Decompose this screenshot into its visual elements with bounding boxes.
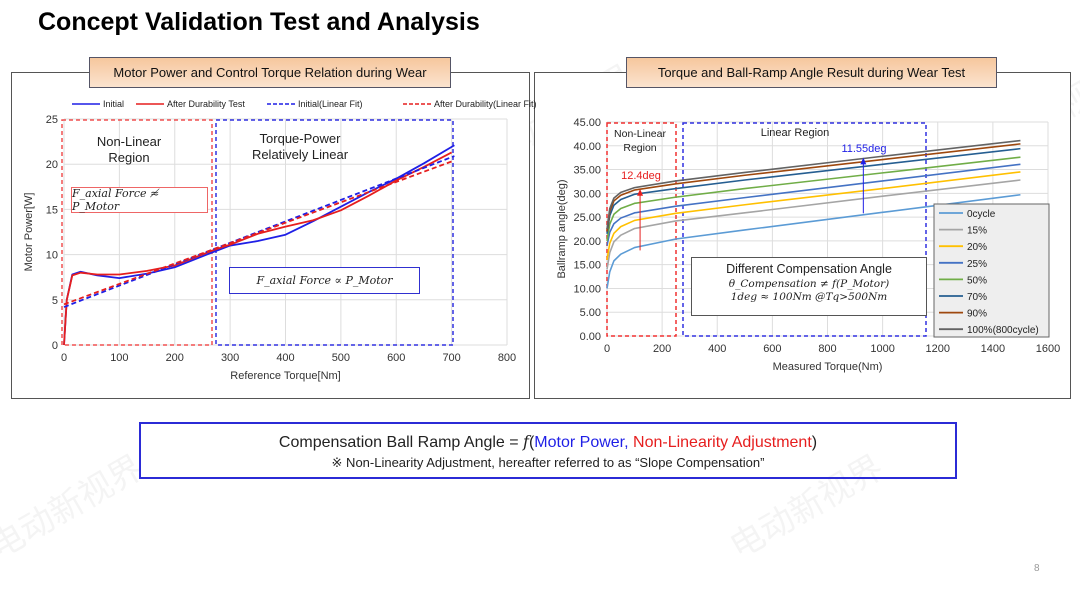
- slide-title: Concept Validation Test and Analysis: [38, 8, 480, 36]
- arrowhead-icon: [860, 157, 867, 165]
- right-series-line: [606, 156, 1021, 242]
- left-y-tick-label: 10: [46, 250, 58, 262]
- right-y-tick-label: 40.00: [573, 141, 601, 153]
- delta-linear-label: 11.55deg: [841, 143, 887, 155]
- right-x-tick-label: 200: [653, 343, 671, 355]
- arrowhead-icon: [637, 189, 644, 196]
- right-legend-label: 15%: [967, 226, 987, 237]
- summary-motor-power: Motor Power,: [534, 434, 629, 451]
- left-x-tick-label: 400: [276, 352, 294, 364]
- right-legend-label: 90%: [967, 309, 987, 320]
- left-x-tick-label: 200: [166, 352, 184, 364]
- compensation-eq1: θ_Compensation ≠ f(P_Motor): [728, 278, 890, 290]
- right-series-line: [606, 171, 1021, 261]
- right-legend-label: 20%: [967, 242, 987, 253]
- right-legend-label: 70%: [967, 292, 987, 303]
- right-legend-label: 100%(800cycle): [967, 325, 1039, 336]
- right-series-line: [606, 147, 1021, 234]
- left-series-line: [63, 151, 453, 346]
- left-x-tick-label: 600: [387, 352, 405, 364]
- summary-close: ): [811, 434, 818, 451]
- summary-line-2: ※ Non-Linearity Adjustment, hereafter re…: [331, 455, 765, 470]
- right-x-tick-label: 800: [818, 343, 836, 355]
- right-y-tick-label: 15.00: [573, 260, 601, 272]
- summary-open: (: [528, 434, 535, 451]
- left-x-tick-label: 0: [61, 352, 67, 364]
- right-series-line: [606, 179, 1021, 270]
- left-series-line: [63, 160, 452, 306]
- left-y-tick-label: 25: [46, 114, 58, 126]
- right-y-tick-label: 10.00: [573, 283, 601, 295]
- right-x-tick-label: 600: [763, 343, 781, 355]
- summary-nonlinearity: Non-Linearity Adjustment: [628, 434, 812, 451]
- left-legend-label: After Durability(Linear Fit): [434, 99, 537, 109]
- compensation-box-title: Different Compensation Angle: [726, 262, 892, 276]
- right-legend-label: 50%: [967, 275, 987, 286]
- nonlinear-region-box: [61, 119, 213, 346]
- left-legend-label: Initial: [103, 99, 124, 109]
- right-y-tick-label: 5.00: [580, 307, 601, 319]
- right-series-line: [606, 139, 1021, 230]
- page-number: 8: [1034, 563, 1040, 574]
- right-x-tick-label: 0: [604, 343, 610, 355]
- summary-f: f: [523, 432, 529, 451]
- right-y-tick-label: 45.00: [573, 117, 601, 129]
- right-legend-label: 0cycle: [967, 209, 996, 220]
- right-legend-box: [933, 203, 1050, 338]
- left-x-tick-label: 100: [110, 352, 128, 364]
- right-x-tick-label: 1000: [870, 343, 894, 355]
- right-x-tick-label: 1600: [1036, 343, 1060, 355]
- right-x-tick-label: 1200: [926, 343, 950, 355]
- right-legend-label: 25%: [967, 259, 987, 270]
- summary-prefix: Compensation Ball Ramp Angle =: [278, 434, 524, 451]
- left-y-tick-label: 5: [52, 295, 58, 307]
- left-legend-label: After Durability Test: [167, 99, 245, 109]
- left-x-tick-label: 800: [498, 352, 516, 364]
- left-legend-label: Initial(Linear Fit): [298, 99, 363, 109]
- left-y-tick-label: 20: [46, 159, 58, 171]
- left-x-tick-label: 700: [442, 352, 460, 364]
- right-series-line: [606, 193, 1021, 289]
- right-x-tick-label: 400: [708, 343, 726, 355]
- right-series-line: [606, 143, 1021, 232]
- right-series-line: [606, 163, 1021, 246]
- right-y-tick-label: 25.00: [573, 212, 601, 224]
- right-y-axis-label: Ballramp angle(deg): [556, 179, 568, 278]
- left-y-tick-label: 0: [52, 340, 58, 352]
- left-y-tick-label: 15: [46, 204, 58, 216]
- left-x-tick-label: 300: [221, 352, 239, 364]
- compensation-summary-box: Compensation Ball Ramp Angle = f(Motor P…: [139, 422, 957, 479]
- right-y-tick-label: 35.00: [573, 165, 601, 177]
- linear-region-box: [682, 122, 927, 337]
- right-y-tick-label: 20.00: [573, 236, 601, 248]
- right-chart-title: Torque and Ball-Ramp Angle Result during…: [626, 57, 997, 88]
- left-nonlinear-region-label: Non-Linear Region: [96, 134, 162, 165]
- right-linear-region-label: Linear Region: [760, 127, 830, 139]
- left-eq-nonproportional: F_axial Force ≉ P_Motor: [71, 187, 208, 213]
- right-y-tick-label: 0.00: [580, 331, 601, 343]
- left-linear-region-label: Torque-Power Relatively Linear: [251, 131, 349, 162]
- left-chart-title: Motor Power and Control Torque Relation …: [89, 57, 451, 88]
- right-x-axis-label: Measured Torque(Nm): [773, 361, 883, 373]
- left-eq-proportional: F_axial Force ∝ P_Motor: [229, 267, 420, 294]
- left-y-axis-label: Motor Power[W]: [23, 193, 35, 272]
- right-nonlinear-region-label: Non-Linear Region: [614, 128, 666, 154]
- left-x-tick-label: 500: [332, 352, 350, 364]
- compensation-eq2: 1deg ≈ 100Nm @Tq>500Nm: [730, 291, 888, 303]
- compensation-angle-box: Different Compensation Angle θ_Compensat…: [691, 257, 927, 316]
- left-x-axis-label: Reference Torque[Nm]: [230, 370, 340, 382]
- right-x-tick-label: 1400: [981, 343, 1005, 355]
- summary-line-1: Compensation Ball Ramp Angle = f(Motor P…: [141, 432, 955, 452]
- delta-nonlinear-label: 12.4deg: [621, 170, 661, 182]
- right-y-tick-label: 30.00: [573, 188, 601, 200]
